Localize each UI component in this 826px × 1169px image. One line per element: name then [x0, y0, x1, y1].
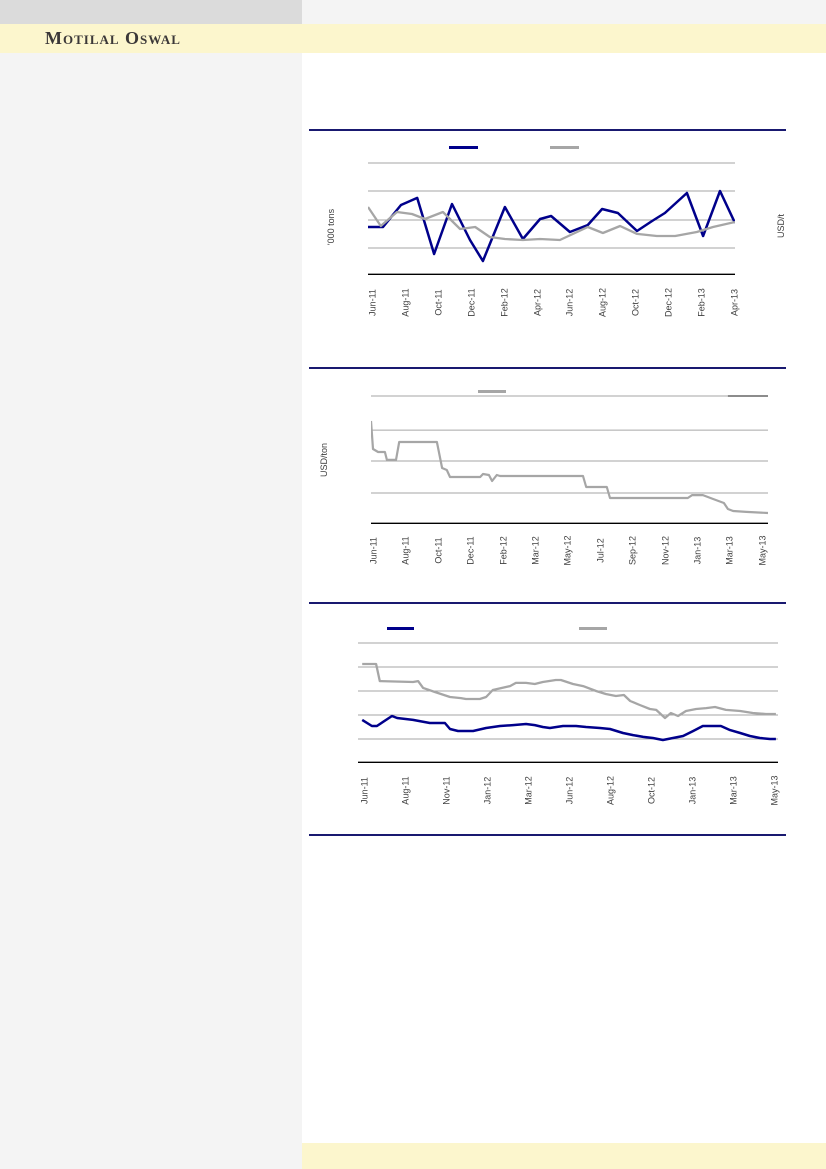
x-tick-label: Jan-12 [482, 776, 493, 805]
chart-1-y-axis-label-right: USD/t [776, 214, 786, 239]
x-tick-label: Jul-12 [595, 538, 606, 563]
x-tick-label: Dec-11 [465, 536, 476, 565]
x-tick-label: Oct-11 [433, 289, 444, 316]
x-tick-label: Nov-11 [441, 776, 452, 805]
x-tick-label: Mar-13 [724, 536, 735, 565]
top-strip-right [302, 0, 826, 24]
x-tick-label: Jan-13 [692, 536, 703, 565]
x-tick-label: Jun-12 [564, 288, 575, 317]
x-tick-label: Jun-12 [564, 776, 575, 805]
x-tick-label: Nov-12 [660, 536, 671, 566]
x-tick-label: Aug-12 [605, 775, 616, 806]
x-tick-label: Mar-13 [728, 776, 739, 805]
section-divider-3 [309, 602, 786, 604]
chart-2-plot-area [371, 395, 768, 524]
x-tick-label: Oct-12 [630, 289, 641, 317]
x-tick-label: Jan-13 [687, 776, 698, 805]
chart-1-legend-swatch-navy [449, 146, 478, 149]
x-tick-label: Jun-11 [359, 777, 370, 804]
chart-2-legend-swatch-gray [478, 390, 506, 393]
x-tick-label: Aug-11 [400, 536, 411, 565]
x-tick-label: Oct-12 [646, 777, 657, 805]
x-tick-label: Jun-11 [367, 289, 378, 316]
x-tick-label: Mar-12 [523, 776, 534, 805]
chart-3-legend-swatch-gray [579, 627, 607, 630]
x-tick-label: Dec-12 [663, 288, 674, 318]
section-divider-2 [309, 367, 786, 369]
x-tick-label: Sep-12 [627, 535, 638, 566]
brand-logo: Motilal Oswal [45, 28, 181, 48]
section-divider-1 [309, 129, 786, 131]
x-tick-label: Mar-12 [530, 536, 541, 565]
section-divider-4 [309, 834, 786, 836]
x-tick-label: Apr-12 [532, 289, 542, 317]
x-tick-label: May-13 [757, 535, 768, 566]
left-sidebar-panel [0, 0, 302, 1169]
brand-header-band: Motilal Oswal [0, 24, 826, 53]
chart-1-y-axis-label-left: '000 tons [326, 208, 336, 246]
x-tick-label: Jun-11 [368, 537, 379, 564]
x-tick-label: Aug-11 [400, 776, 411, 805]
footer-band [302, 1143, 826, 1169]
chart-2-y-axis-label-left: USD/ton [319, 443, 329, 478]
x-tick-label: Feb-12 [498, 536, 509, 565]
x-tick-label: Aug-12 [597, 287, 608, 318]
chart-1-plot-area [368, 162, 735, 275]
chart-3-legend-swatch-navy [387, 627, 414, 630]
x-tick-label: Dec-11 [466, 288, 477, 317]
top-strip-left [0, 0, 302, 24]
chart-3-plot-area [358, 642, 778, 763]
x-tick-label: Apr-13 [729, 289, 740, 317]
x-tick-label: Aug-11 [400, 288, 411, 317]
x-tick-label: May-12 [562, 535, 573, 566]
x-tick-label: Feb-12 [499, 288, 510, 317]
x-tick-label: Feb-13 [696, 288, 707, 317]
chart-1-legend-swatch-gray [550, 146, 579, 149]
x-tick-label: Oct-11 [433, 537, 444, 564]
x-tick-label: May-13 [769, 775, 780, 806]
